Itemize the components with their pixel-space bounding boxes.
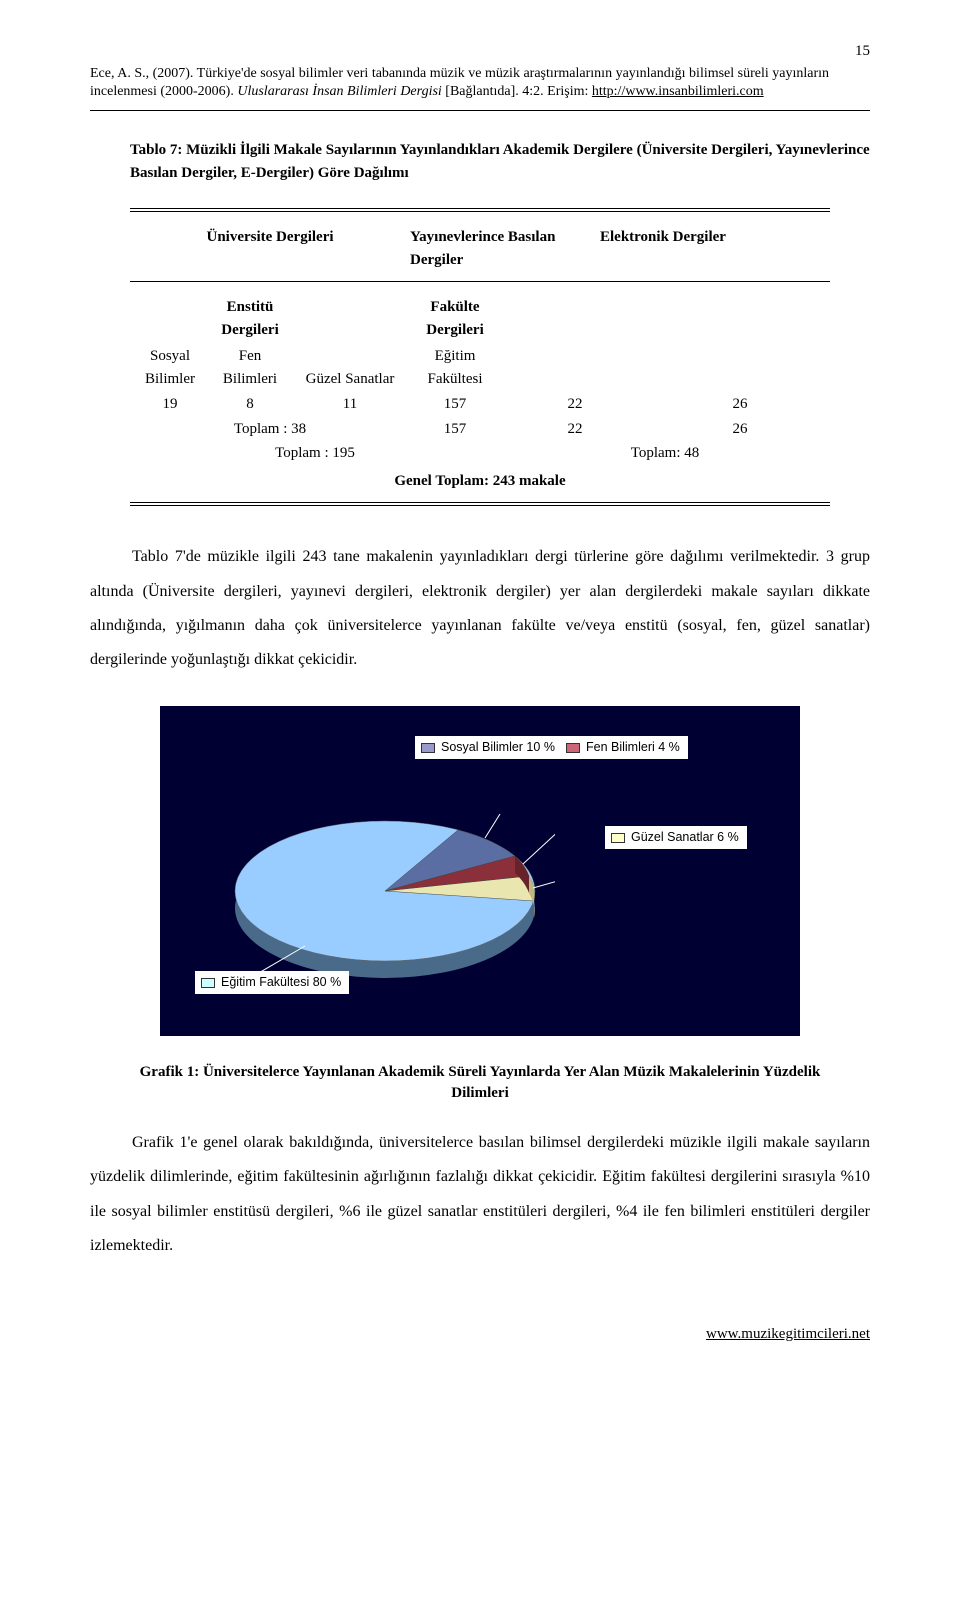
val-yayin: 22 — [500, 392, 650, 417]
citation-post: [Bağlantıda]. 4:2. Erişim: — [442, 84, 592, 99]
table7-caption: Tablo 7: Müzikli İlgili Makale Sayıların… — [90, 139, 870, 184]
table7-subtotal-row1: Toplam : 38 157 22 26 — [130, 417, 830, 442]
table7-data-row: 19 8 11 157 22 26 — [130, 392, 830, 417]
legend-egitim: Eğitim Fakültesi 80 % — [195, 971, 349, 995]
legend-fen-label: Fen Bilimleri 4 % — [586, 740, 680, 756]
val-edergi: 26 — [650, 392, 830, 417]
val-egitim: 157 — [410, 392, 500, 417]
pie-svg — [215, 796, 555, 996]
subcol-guzel: Güzel Sanatlar — [290, 366, 410, 393]
enstitu-header: Enstitü Dergileri — [210, 294, 290, 343]
legend-egitim-label: Eğitim Fakültesi 80 % — [221, 975, 341, 991]
tot-yayin: 22 — [500, 417, 650, 442]
paragraph-1: Tablo 7'de müzikle ilgili 243 tane makal… — [90, 540, 870, 678]
val-fen: 8 — [210, 392, 290, 417]
toplam195: Toplam : 195 — [130, 441, 500, 466]
val-sosyal: 19 — [130, 392, 210, 417]
legend-sosyal: Sosyal Bilimler 10 % — [415, 736, 563, 760]
val-guzel: 11 — [290, 392, 410, 417]
page-number: 15 — [90, 40, 870, 63]
table7: Üniversite Dergileri Yayınevlerince Bası… — [130, 208, 830, 506]
legend-fen: Fen Bilimleri 4 % — [560, 736, 688, 760]
tot-edergi: 26 — [650, 417, 830, 442]
citation-link[interactable]: http://www.insanbilimleri.com — [592, 84, 764, 99]
swatch-icon — [566, 743, 580, 753]
subcol-sosyal: Sosyal Bilimler — [130, 343, 210, 392]
legend-sosyal-label: Sosyal Bilimler 10 % — [441, 740, 555, 756]
pie-chart: Sosyal Bilimler 10 % Fen Bilimleri 4 % G… — [160, 706, 800, 1036]
table7-header-row: Üniversite Dergileri Yayınevlerince Bası… — [130, 226, 830, 271]
subcol-egitim: Eğitim Fakültesi — [410, 343, 500, 392]
col-yayin: Yayınevlerince Basılan Dergiler — [410, 226, 600, 271]
legend-guzel: Güzel Sanatlar 6 % — [605, 826, 747, 850]
legend-guzel-label: Güzel Sanatlar 6 % — [631, 830, 739, 846]
swatch-icon — [421, 743, 435, 753]
toplam38: Toplam : 38 — [130, 417, 410, 442]
citation-journal: Uluslararası İnsan Bilimleri Dergisi — [237, 84, 441, 99]
toplam48: Toplam: 48 — [500, 441, 830, 466]
header-divider — [90, 110, 870, 111]
col-univ: Üniversite Dergileri — [130, 226, 410, 271]
footer-link[interactable]: www.muzikegitimcileri.net — [706, 1326, 870, 1342]
col-edergi: Elektronik Dergiler — [600, 226, 830, 271]
table7-subtotal-row2: Toplam : 195 Toplam: 48 — [130, 441, 830, 466]
grand-total: Genel Toplam: 243 makale — [130, 470, 830, 493]
swatch-icon — [201, 978, 215, 988]
paragraph-2: Grafik 1'e genel olarak bakıldığında, ün… — [90, 1126, 870, 1264]
footer: www.muzikegitimcileri.net — [90, 1323, 870, 1346]
tot-egitim: 157 — [410, 417, 500, 442]
chart-caption: Grafik 1: Üniversitelerce Yayınlanan Aka… — [120, 1062, 840, 1104]
swatch-icon — [611, 833, 625, 843]
fakulte-header: Fakülte Dergileri — [410, 294, 500, 343]
citation-header: Ece, A. S., (2007). Türkiye'de sosyal bi… — [90, 65, 870, 103]
subcol-fen: Fen Bilimleri — [210, 343, 290, 392]
